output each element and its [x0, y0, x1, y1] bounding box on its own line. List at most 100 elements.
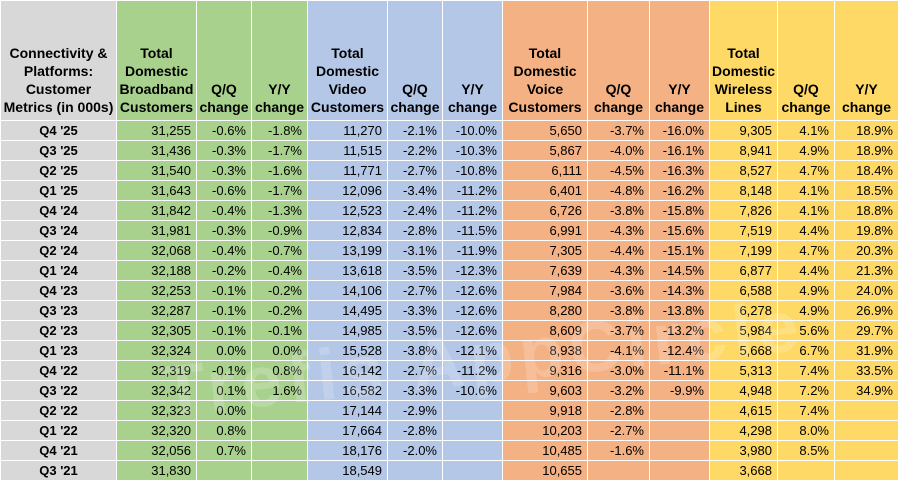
table-cell: -4.1%	[587, 340, 650, 361]
table-cell: 13,199	[307, 240, 388, 261]
table-cell: -12.6%	[442, 320, 503, 341]
table-cell	[196, 460, 252, 481]
table-cell: -2.8%	[387, 220, 443, 241]
quarter-label: Q3 '22	[0, 380, 117, 401]
table-cell: 4,298	[709, 420, 778, 441]
table-cell: 4.1%	[777, 200, 835, 221]
table-cell: -0.3%	[196, 140, 252, 161]
table-cell: -0.4%	[196, 240, 252, 261]
quarter-label: Q2 '25	[0, 160, 117, 181]
table-cell: 16,582	[307, 380, 388, 401]
table-cell: -0.2%	[196, 260, 252, 281]
table-cell: 6,588	[709, 280, 778, 301]
table-row: Q2 '25 31,540 -0.3% -1.6% 11,771 -2.7% -10.8% 6…	[0, 160, 899, 181]
table-cell	[834, 420, 899, 441]
table-cell: -4.5%	[587, 160, 650, 181]
table-cell: -0.6%	[196, 120, 252, 141]
table-cell: 26.9%	[834, 300, 899, 321]
table-cell: 18.5%	[834, 180, 899, 201]
header-row: Connectivity & Platforms: Customer Metri…	[0, 0, 899, 121]
table-row: Q2 '23 32,305 -0.1% -0.1% 14,985 -3.5% -12.6% 8…	[0, 320, 899, 341]
table-cell: -16.3%	[649, 160, 710, 181]
table-cell: -11.9%	[442, 240, 503, 261]
table-cell	[251, 440, 308, 461]
table-body: Q4 '25 31,255 -0.6% -1.8% 11,270 -2.1% -10.0% 5…	[0, 120, 899, 481]
table-row: Q2 '22 32,323 0.0% 17,144 -2.9% 9,918 -2.8% 4,6…	[0, 400, 899, 421]
table-cell: -3.5%	[387, 320, 443, 341]
table-cell: -1.3%	[251, 200, 308, 221]
table-cell: -2.0%	[387, 440, 443, 461]
table-cell: 18.8%	[834, 200, 899, 221]
table-cell: -3.0%	[587, 360, 650, 381]
quarter-label: Q2 '24	[0, 240, 117, 261]
table-cell: 8,280	[502, 300, 588, 321]
table-cell: 32,253	[116, 280, 197, 301]
table-cell: -11.1%	[649, 360, 710, 381]
table-cell: -10.6%	[442, 380, 503, 401]
table-cell: 18.9%	[834, 120, 899, 141]
table-cell: -0.4%	[251, 260, 308, 281]
table-cell: 10,655	[502, 460, 588, 481]
table-cell: -0.1%	[196, 360, 252, 381]
quarter-label: Q3 '24	[0, 220, 117, 241]
quarter-label: Q1 '25	[0, 180, 117, 201]
table-cell: 21.3%	[834, 260, 899, 281]
table-cell: -0.7%	[251, 240, 308, 261]
table-cell: 7,199	[709, 240, 778, 261]
table-cell: 19.8%	[834, 220, 899, 241]
table-cell: 6,401	[502, 180, 588, 201]
table-cell: -2.4%	[387, 200, 443, 221]
table-cell: -12.6%	[442, 300, 503, 321]
table-cell: 32,319	[116, 360, 197, 381]
table-cell: 6,726	[502, 200, 588, 221]
table-cell	[251, 400, 308, 421]
table-cell: 33.5%	[834, 360, 899, 381]
table-cell: 6,278	[709, 300, 778, 321]
table-cell: 7.4%	[777, 400, 835, 421]
table-row: Q2 '24 32,068 -0.4% -0.7% 13,199 -3.1% -11.9% 7…	[0, 240, 899, 261]
quarter-label: Q2 '23	[0, 320, 117, 341]
table-cell: 10,485	[502, 440, 588, 461]
quarter-label: Q4 '24	[0, 200, 117, 221]
table-cell: 6.7%	[777, 340, 835, 361]
table-cell: -2.7%	[587, 420, 650, 441]
table-cell	[251, 420, 308, 441]
table-cell	[442, 460, 503, 481]
table-cell: 7.2%	[777, 380, 835, 401]
table-cell: 31,540	[116, 160, 197, 181]
table-cell	[834, 400, 899, 421]
table-cell: 0.0%	[251, 340, 308, 361]
table-row: Q3 '23 32,287 -0.1% -0.2% 14,495 -3.3% -12.6% 8…	[0, 300, 899, 321]
table-cell	[834, 440, 899, 461]
table-cell: 3,980	[709, 440, 778, 461]
table-cell	[442, 420, 503, 441]
table-cell: 14,985	[307, 320, 388, 341]
table-cell: 4,948	[709, 380, 778, 401]
table-cell: -3.4%	[387, 180, 443, 201]
table-cell: -3.1%	[387, 240, 443, 261]
column-header: Y/Y change	[442, 0, 503, 121]
table-cell: -2.9%	[387, 400, 443, 421]
table-cell: -3.7%	[587, 120, 650, 141]
table-cell: 11,515	[307, 140, 388, 161]
table-cell: -14.3%	[649, 280, 710, 301]
table-cell: -3.8%	[587, 200, 650, 221]
table-cell: 0.0%	[196, 400, 252, 421]
table-cell	[649, 420, 710, 441]
table-cell: 15,528	[307, 340, 388, 361]
table-cell: -12.3%	[442, 260, 503, 281]
table-cell	[442, 440, 503, 461]
table-cell: 32,342	[116, 380, 197, 401]
column-header: Q/Q change	[587, 0, 650, 121]
quarter-label: Q4 '25	[0, 120, 117, 141]
quarter-label: Q1 '23	[0, 340, 117, 361]
table-cell: -10.0%	[442, 120, 503, 141]
table-cell: 5,668	[709, 340, 778, 361]
column-header: Q/Q change	[196, 0, 252, 121]
table-cell: 4.7%	[777, 240, 835, 261]
table-cell: 18,176	[307, 440, 388, 461]
quarter-label: Q2 '22	[0, 400, 117, 421]
table-cell: -12.1%	[442, 340, 503, 361]
quarter-label: Q4 '23	[0, 280, 117, 301]
column-header: Total Domestic Wireless Lines	[709, 0, 778, 121]
